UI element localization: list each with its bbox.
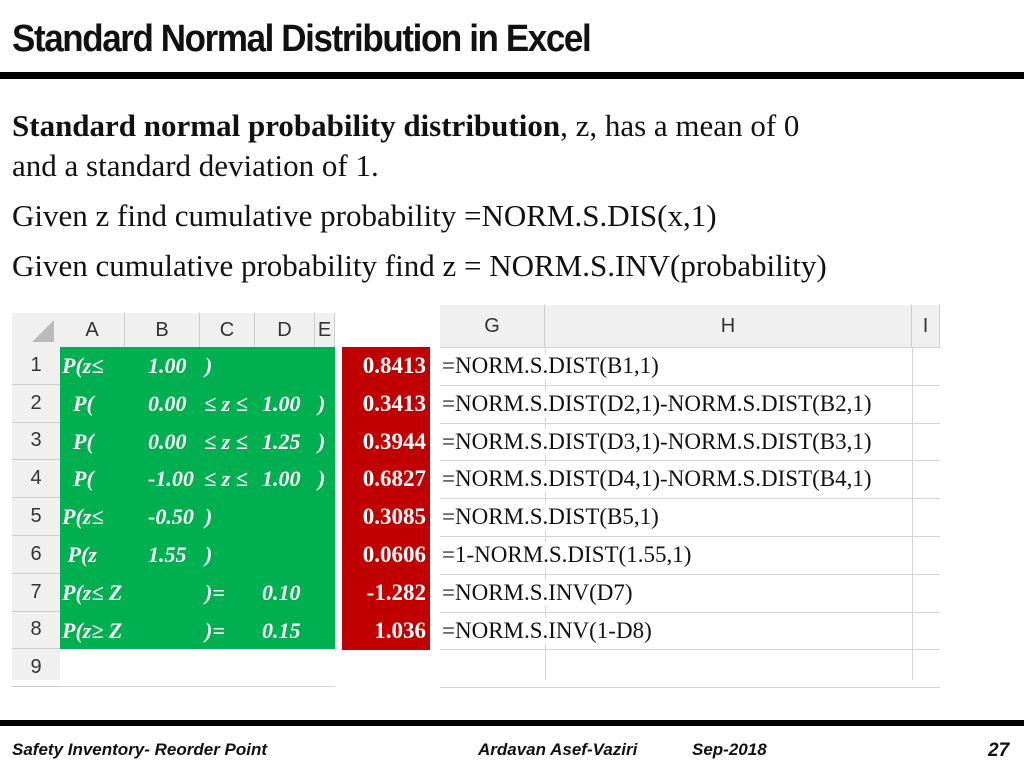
row-number: 3 [12, 423, 60, 461]
cell-text: ≤ z ≤ [204, 466, 248, 492]
cell-text: ≤ z ≤ [204, 390, 248, 416]
cell-text: 0.10 [262, 579, 301, 605]
cell-text: P( [62, 466, 94, 492]
cell-text: 1.00 [262, 466, 301, 492]
formula: =NORM.S.DIST(D4,1)-NORM.S.DIST(B4,1) [442, 466, 872, 493]
footer-left: Safety Inventory- Reorder Point [12, 740, 268, 759]
cell-text: 0.00 [148, 428, 187, 454]
formula: =NORM.S.INV(1-D8) [442, 617, 652, 644]
cell-text: ) [205, 541, 213, 567]
formula: =NORM.S.DIST(D3,1)-NORM.S.DIST(B3,1) [442, 428, 872, 455]
text-line: Standard normal probability distribution… [12, 108, 799, 144]
cell-text: P( [62, 390, 94, 416]
cell-text: ) [318, 390, 326, 416]
column-header: G [440, 305, 545, 347]
grid-line [440, 498, 940, 500]
cell-text: P(z≤ Z [62, 579, 123, 605]
column-header: D [255, 313, 315, 347]
results-column [342, 347, 430, 650]
grid-line [440, 536, 940, 537]
text: , z, has a mean of 0 [560, 108, 800, 143]
grid-line [440, 573, 940, 575]
formula: =NORM.S.DIST(B1,1) [442, 352, 659, 379]
column-header: C [200, 313, 255, 347]
formula: =NORM.S.INV(D7) [442, 579, 633, 606]
header-row [440, 305, 940, 347]
cell-text: P(z≥ Z [62, 617, 123, 643]
cell-text: 1.55 [148, 541, 187, 567]
result-value: 0.0606 [362, 541, 426, 567]
slide-title: Standard Normal Distribution in Excel [12, 18, 592, 60]
column-header: I [912, 305, 940, 347]
cell-text: P(z [62, 541, 97, 567]
text-line: Given z find cumulative probability =NOR… [12, 198, 717, 233]
row-number: 1 [12, 347, 60, 385]
cell-text: P(z≤ [62, 504, 104, 530]
cell-text: 1.00 [262, 390, 301, 416]
footer-rule [0, 720, 1024, 726]
cell-text: 1.00 [148, 352, 187, 378]
row-number: 8 [12, 612, 60, 650]
grid-line [440, 460, 940, 462]
footer-date: Sep-2018 [692, 740, 767, 759]
row-number: 9 [12, 649, 60, 688]
cell-text: ≤ z ≤ [204, 428, 248, 454]
result-value: 1.036 [374, 617, 426, 643]
row-number: 2 [12, 385, 60, 423]
row-number: 7 [12, 574, 60, 612]
cell-text: -1.00 [148, 466, 194, 492]
grid-line [440, 422, 940, 424]
row-number: 4 [12, 460, 60, 499]
grid-line [440, 384, 940, 386]
grid-line [440, 611, 940, 613]
cell-text: P( [62, 428, 94, 454]
row-number: 5 [12, 498, 60, 536]
formula: =NORM.S.DIST(D2,1)-NORM.S.DIST(B2,1) [442, 390, 872, 417]
cell-text: 1.25 [262, 428, 301, 454]
cell-text: ) [318, 428, 326, 454]
grid-line [912, 347, 913, 680]
header-row [12, 313, 335, 347]
text-line: Given cumulative probability find z = NO… [12, 248, 827, 283]
cell-text: ) [318, 466, 326, 492]
formula: =NORM.S.DIST(B5,1) [442, 504, 659, 531]
cell-text: 0.15 [262, 617, 301, 643]
select-corner [32, 320, 54, 342]
cell-text: P(z≤ [62, 352, 104, 378]
grid-line [440, 649, 940, 651]
grid-line [440, 687, 940, 689]
column-header: B [125, 313, 200, 347]
cell-text: )= [205, 617, 225, 643]
row-number: 6 [12, 536, 60, 574]
cell-text: ) [205, 352, 213, 378]
row-number-column [12, 347, 60, 680]
cell-text: )= [205, 579, 225, 605]
result-value: 0.8413 [362, 352, 426, 378]
formula: =1-NORM.S.DIST(1.55,1) [442, 541, 692, 568]
result-value: -1.282 [366, 579, 426, 605]
text-line: and a standard deviation of 1. [12, 148, 379, 183]
footer-author: Ardavan Asef-Vaziri [478, 740, 638, 759]
green-range [60, 347, 335, 650]
column-header: H [545, 305, 912, 347]
bold-term: Standard normal probability distribution [12, 108, 561, 143]
grid-line [60, 686, 335, 688]
result-value: 0.3085 [362, 504, 426, 530]
title-rule [0, 72, 1024, 79]
result-value: 0.6827 [362, 466, 426, 492]
result-value: 0.3413 [362, 390, 426, 416]
result-value: 0.3944 [362, 428, 426, 454]
page-number: 27 [988, 740, 1010, 761]
cell-text: 0.00 [148, 390, 187, 416]
cell-text: ) [205, 504, 213, 530]
cell-text: -0.50 [148, 504, 194, 530]
column-header: E [315, 313, 335, 347]
column-header: A [60, 313, 125, 347]
grid-line [440, 347, 940, 348]
